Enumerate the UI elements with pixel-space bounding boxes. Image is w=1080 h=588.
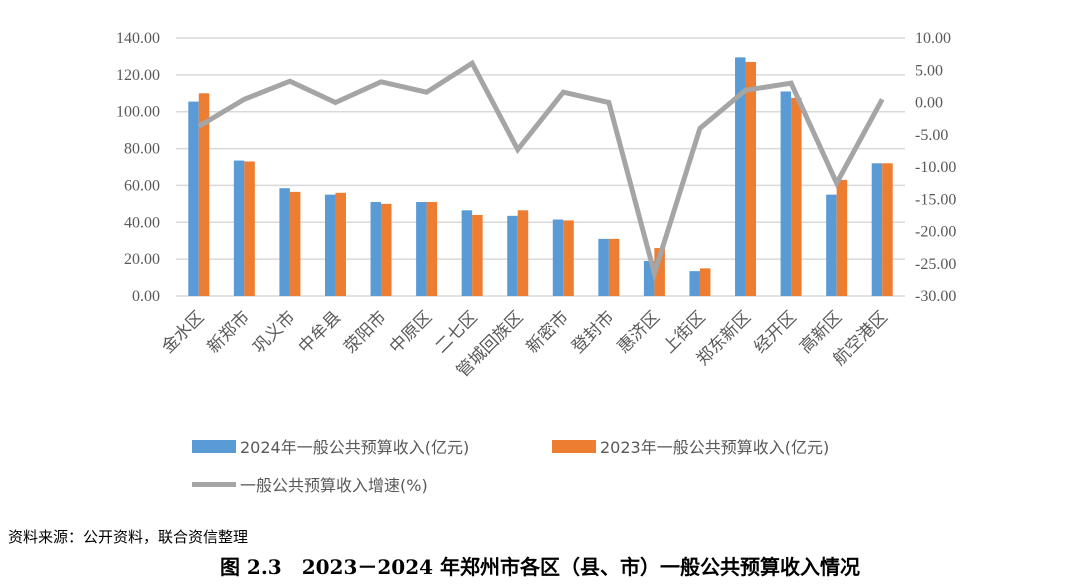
category-label: 经开区 [750,307,800,357]
legend-swatch-2023 [552,439,596,453]
bar-2024 [643,260,655,296]
chart: 0.00 20.00 40.00 60.00 80.00 100.00 120.00 140.… [116,30,956,382]
figure-caption: 图 2.3 2023－2024 年郑州市各区（县、市）一般公共预算收入情况 [219,555,861,579]
left-tick-label: 60.00 [124,177,160,194]
bar-2023 [289,191,301,296]
bar-2024 [871,163,883,296]
bar-2024 [598,238,609,296]
right-tick-label: 10.00 [915,30,951,47]
category-label: 新郑市 [204,307,254,357]
growth-line [197,59,885,283]
bar-2023 [882,163,893,296]
legend-item-2024: 2024年一般公共预算收入(亿元) [192,434,469,458]
bar-2023 [381,203,392,296]
bar-2024 [689,271,700,296]
left-tick-label: 120.00 [116,67,160,84]
category-label: 中牟县 [295,307,345,357]
bar-2023 [244,161,255,296]
right-tick-label: -5.00 [915,127,948,144]
bar-2023 [791,97,802,297]
bar-2024 [279,188,290,296]
right-tick-label: 0.00 [915,95,943,112]
bar-2024 [416,202,427,296]
left-tick-label: 0.00 [132,288,160,305]
bar-2024 [552,219,564,296]
bar-2024 [370,202,382,296]
category-label: 中原区 [386,307,436,357]
bar-2023 [699,268,711,296]
category-label: 金水区 [158,307,208,357]
bar-2023 [563,220,574,296]
bar-2023 [198,93,210,297]
bar-2023 [335,192,346,296]
left-tick-label: 20.00 [124,251,160,268]
legend-item-growth: 一般公共预算收入增速(%) [192,472,428,496]
bar-2024 [507,215,518,296]
category-label: 巩义市 [249,307,299,357]
bar-2023 [836,179,848,296]
left-tick-label: 40.00 [124,214,160,231]
legend-line-growth [192,481,236,487]
legend-item-2023: 2023年一般公共预算收入(亿元) [552,434,829,458]
source-note: 资料来源：公开资料，联合资信整理 [8,528,249,546]
bar-2023 [608,238,620,296]
bar-2024 [826,194,837,296]
bar-2024 [780,91,792,296]
right-tick-label: 5.00 [915,62,943,79]
legend-label-2024: 2024年一般公共预算收入(亿元) [240,438,470,457]
category-label: 新密市 [523,307,573,357]
right-tick-label: -15.00 [915,191,956,208]
bar-2023 [517,210,529,296]
legend-label-growth: 一般公共预算收入增速(%) [240,476,428,495]
left-tick-label: 140.00 [116,30,160,47]
category-label: 登封市 [568,307,618,357]
bar-2024 [233,160,245,296]
bar-2023 [654,248,665,296]
legend-label-2023: 2023年一般公共预算收入(亿元) [600,438,830,457]
left-tick-label: 80.00 [124,141,160,158]
bar-2023 [426,202,438,296]
bar-2023 [472,214,483,296]
left-tick-label: 100.00 [116,104,160,121]
right-tick-label: -25.00 [915,256,956,273]
right-tick-label: -30.00 [915,288,956,305]
bar-2024 [461,210,473,296]
bar-2024 [735,57,746,296]
right-tick-label: -20.00 [915,224,956,241]
legend-swatch-2024 [192,439,236,453]
bar-2023 [745,61,757,297]
category-label: 惠济区 [614,307,664,357]
bar-2024 [188,101,199,296]
bar-2024 [324,194,336,296]
category-label: 荥阳市 [340,307,390,357]
right-tick-label: -10.00 [915,159,956,176]
